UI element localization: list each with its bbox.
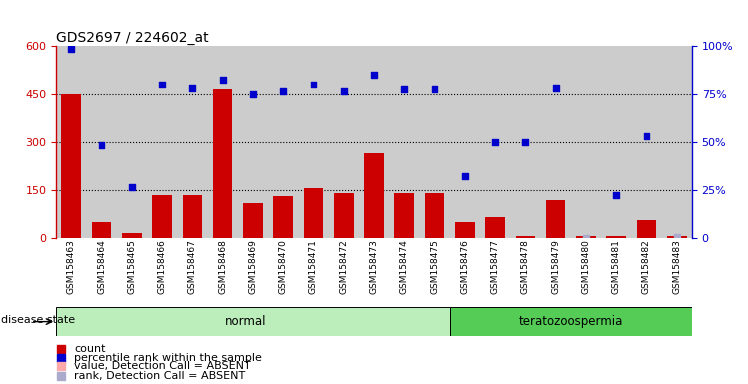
Bar — [56, 46, 86, 238]
Point — [610, 192, 622, 198]
Bar — [86, 46, 117, 238]
Bar — [328, 46, 359, 238]
Point — [338, 88, 350, 94]
Bar — [571, 46, 601, 238]
Point — [307, 81, 319, 88]
Bar — [601, 46, 631, 238]
Text: disease state: disease state — [1, 315, 75, 325]
Bar — [485, 217, 505, 238]
Bar — [662, 46, 692, 238]
Point — [398, 86, 410, 92]
Point — [186, 84, 198, 91]
Bar — [546, 200, 565, 238]
Bar — [515, 237, 536, 238]
Bar — [212, 89, 233, 238]
Text: value, Detection Call = ABSENT: value, Detection Call = ABSENT — [74, 361, 251, 371]
Bar — [455, 222, 475, 238]
Bar — [480, 46, 510, 238]
Bar — [364, 153, 384, 238]
Bar — [576, 237, 595, 238]
Bar — [238, 46, 268, 238]
Bar — [607, 237, 626, 238]
Point — [217, 76, 229, 83]
Text: normal: normal — [224, 315, 266, 328]
Bar — [183, 195, 202, 238]
Point — [459, 173, 470, 179]
Bar — [298, 46, 328, 238]
Bar — [304, 189, 323, 238]
Bar — [122, 233, 141, 238]
Text: percentile rank within the sample: percentile rank within the sample — [74, 353, 262, 362]
Point — [368, 72, 380, 78]
Bar — [637, 220, 656, 238]
Point — [96, 142, 108, 148]
Bar — [273, 197, 293, 238]
Bar — [61, 94, 81, 238]
Point — [580, 235, 592, 241]
Text: teratozoospermia: teratozoospermia — [518, 315, 623, 328]
Point — [550, 84, 562, 91]
Point — [429, 86, 441, 92]
Point — [671, 233, 683, 240]
Bar — [631, 46, 662, 238]
Bar — [243, 203, 263, 238]
Bar — [541, 46, 571, 238]
Bar — [56, 307, 450, 336]
Point — [278, 88, 289, 94]
Bar — [153, 195, 172, 238]
Bar — [334, 193, 354, 238]
Bar — [207, 46, 238, 238]
Bar — [147, 46, 177, 238]
Point — [156, 81, 168, 88]
Bar — [92, 222, 111, 238]
Bar — [425, 193, 444, 238]
Bar — [389, 46, 420, 238]
Point — [489, 139, 501, 145]
Text: GDS2697 / 224602_at: GDS2697 / 224602_at — [56, 31, 209, 45]
Bar — [359, 46, 389, 238]
Bar — [450, 46, 480, 238]
Bar — [177, 46, 207, 238]
Bar — [667, 237, 687, 238]
Bar — [268, 46, 298, 238]
Text: count: count — [74, 344, 105, 354]
Text: rank, Detection Call = ABSENT: rank, Detection Call = ABSENT — [74, 371, 245, 381]
Point — [247, 91, 259, 97]
Bar — [450, 307, 692, 336]
Bar — [394, 193, 414, 238]
Point — [126, 184, 138, 190]
Bar — [117, 46, 147, 238]
Point — [640, 132, 652, 139]
Bar — [510, 46, 541, 238]
Bar — [420, 46, 450, 238]
Point — [65, 46, 77, 52]
Point — [519, 139, 531, 145]
